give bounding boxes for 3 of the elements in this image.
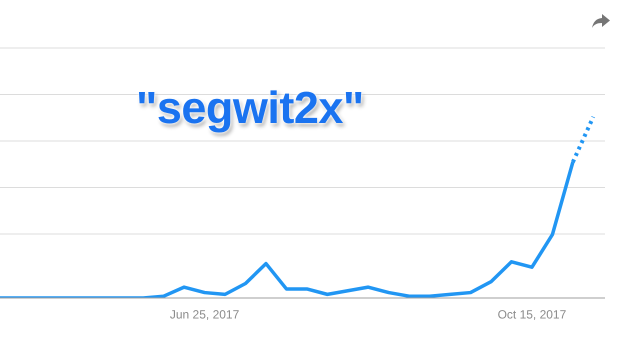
x-tick-label: Oct 15, 2017 <box>498 308 567 322</box>
x-tick-label: Jun 25, 2017 <box>170 308 240 322</box>
chart-title: "segwit2x" <box>136 82 364 134</box>
